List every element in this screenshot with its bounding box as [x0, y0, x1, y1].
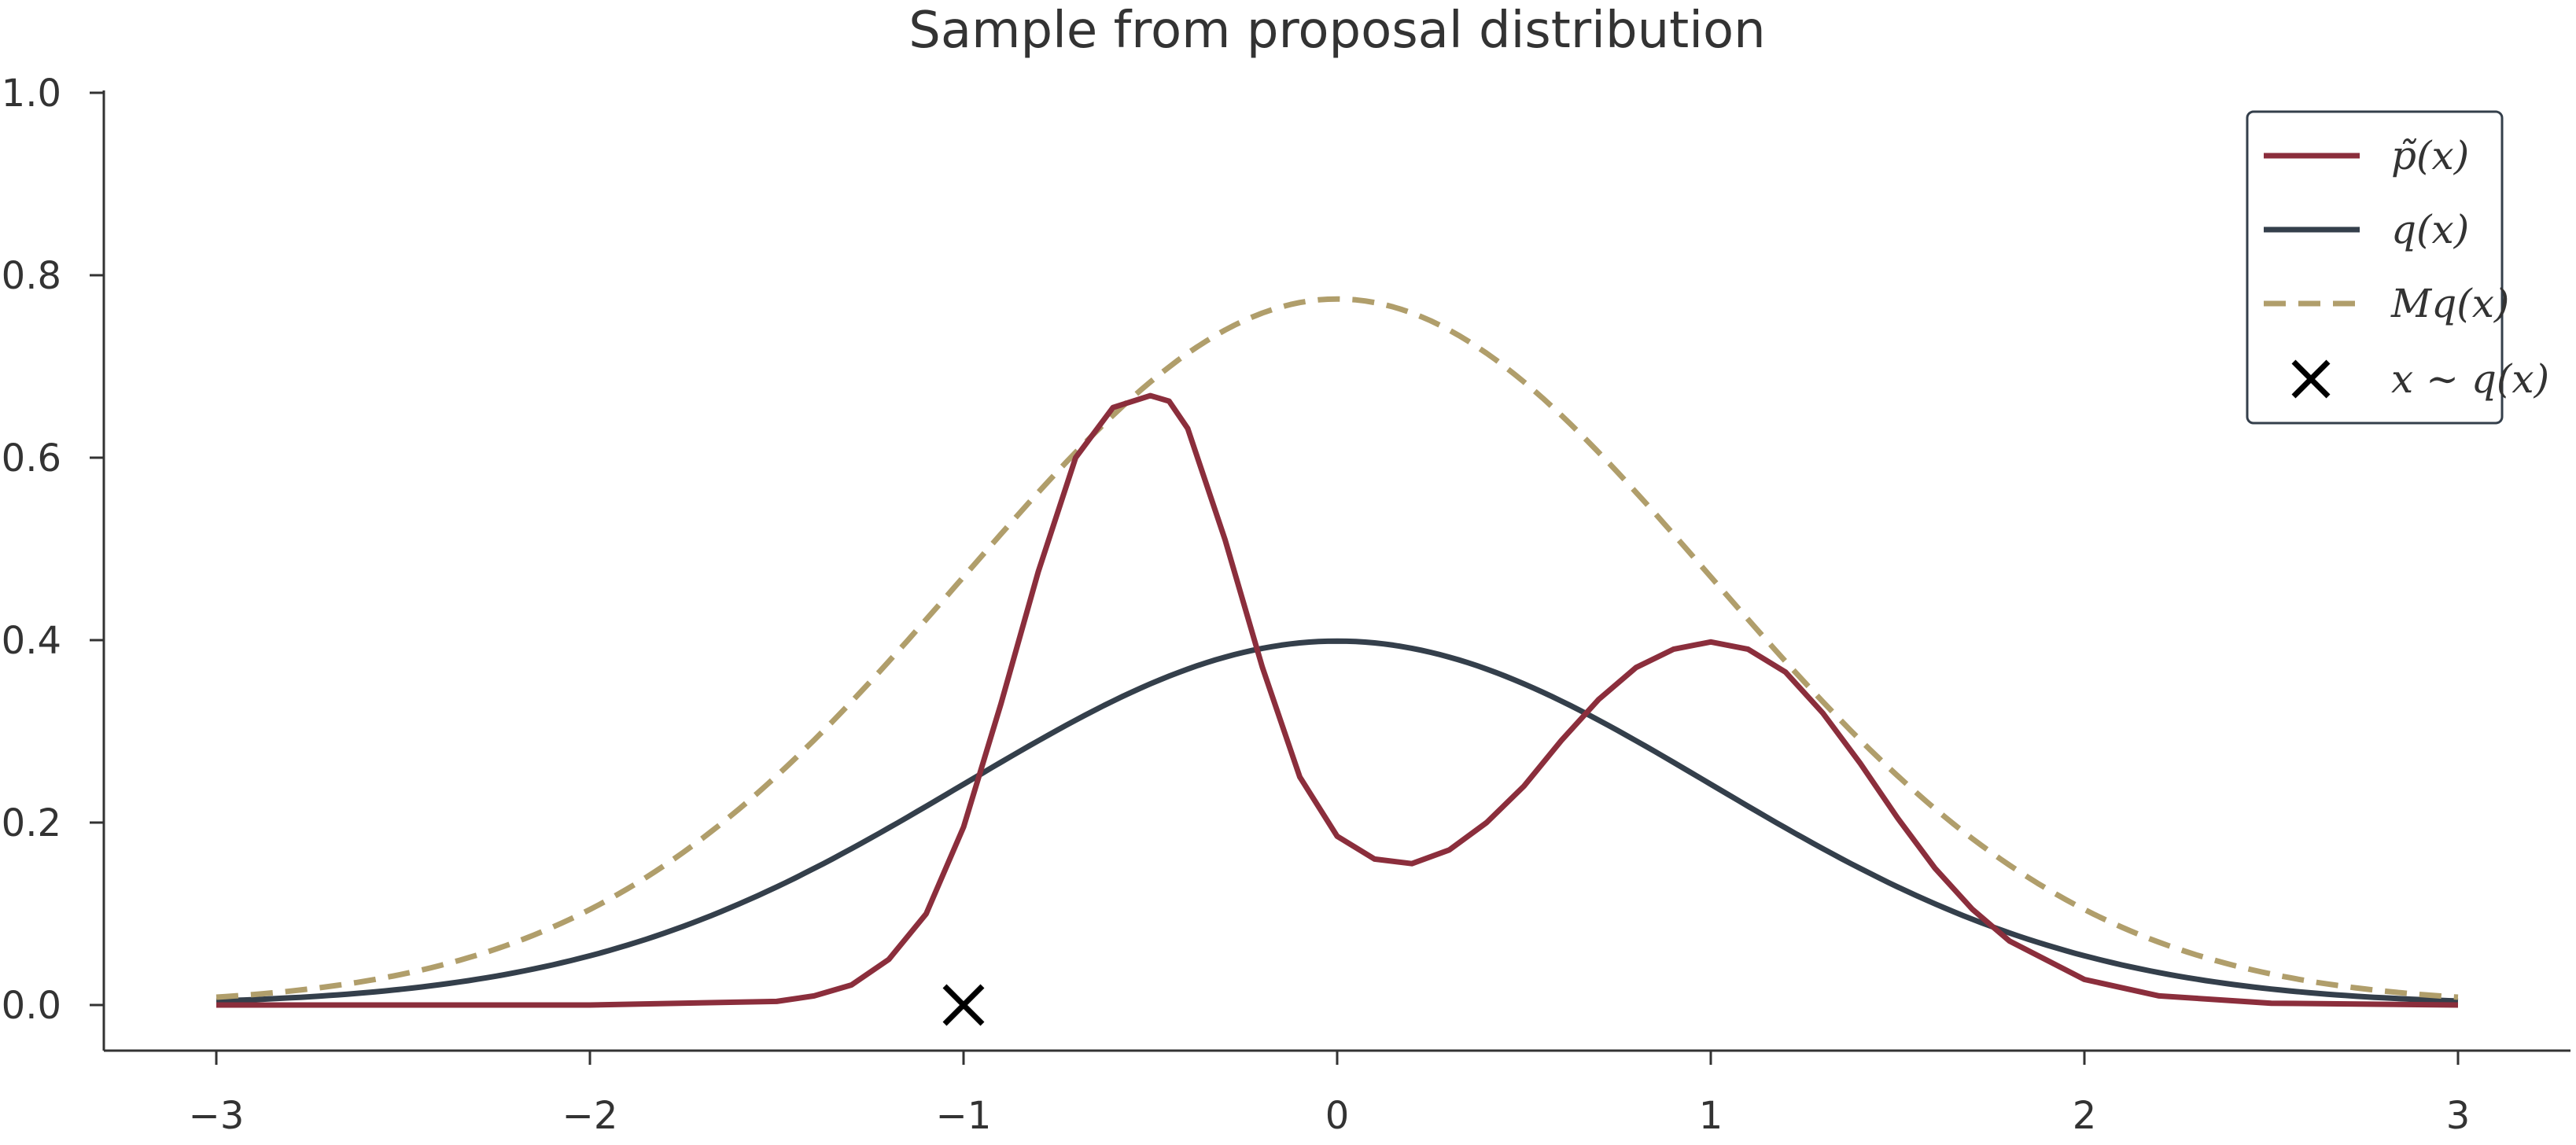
series-line-1 [216, 638, 2459, 1004]
scatter-point [942, 984, 985, 1026]
chart-title: Sample from proposal distribution [908, 2, 1765, 60]
x-tick-label: −2 [562, 1094, 618, 1138]
x-tick-label: −1 [936, 1094, 992, 1138]
series-line-0 [216, 392, 2459, 1008]
y-tick-label: 1.0 [2, 72, 61, 116]
legend: p̃(x) q(x) Mq(x) x ∼ q(x) [2246, 110, 2549, 425]
axes [102, 90, 2570, 1052]
legend-label-1: q(x) [2391, 207, 2469, 252]
x-tick-label: 0 [1325, 1094, 1350, 1138]
x-tick-label: 2 [2073, 1094, 2097, 1138]
x-tick-label: 1 [1699, 1094, 1723, 1138]
x-tick-label: 3 [2446, 1094, 2471, 1138]
plot-area [216, 296, 2459, 1026]
y-tick-label: 0.4 [2, 619, 61, 663]
y-tick-label: 0.8 [2, 254, 61, 298]
series-line-2 [216, 296, 2459, 1000]
legend-label-3: x ∼ q(x) [2391, 356, 2549, 402]
legend-marker-3 [2291, 359, 2331, 399]
y-ticks: 0.0 0.2 0.4 0.6 0.8 1.0 [2, 72, 104, 1028]
y-tick-label: 0.2 [2, 801, 61, 845]
legend-label-2: Mq(x) [2390, 281, 2509, 326]
legend-frame [2246, 110, 2504, 425]
legend-label-0: p̃(x) [2391, 133, 2469, 179]
x-ticks: −3 −2 −1 0 1 2 3 [189, 1051, 2471, 1138]
x-tick-label: −3 [189, 1094, 245, 1138]
y-tick-label: 0.6 [2, 436, 61, 480]
y-tick-label: 0.0 [2, 984, 61, 1028]
